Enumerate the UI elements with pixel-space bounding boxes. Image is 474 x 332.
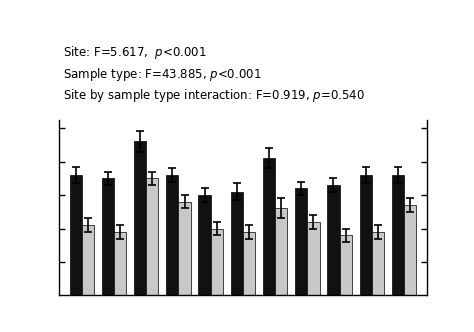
- Bar: [211, 228, 223, 295]
- Bar: [231, 192, 243, 295]
- Bar: [70, 175, 82, 295]
- Bar: [82, 225, 94, 295]
- Bar: [134, 141, 146, 295]
- Bar: [339, 235, 352, 295]
- Text: Site: F=5.617,  $p$<0.001
Sample type: F=43.885, $p$<0.001
Site by sample type i: Site: F=5.617, $p$<0.001 Sample type: F=…: [63, 44, 365, 105]
- Bar: [146, 178, 158, 295]
- Bar: [114, 232, 126, 295]
- Bar: [102, 178, 114, 295]
- Bar: [199, 195, 211, 295]
- Bar: [295, 188, 307, 295]
- Bar: [404, 205, 416, 295]
- Bar: [243, 232, 255, 295]
- Bar: [392, 175, 404, 295]
- Bar: [263, 158, 275, 295]
- Bar: [328, 185, 339, 295]
- Bar: [179, 202, 191, 295]
- Bar: [275, 208, 287, 295]
- Bar: [307, 222, 319, 295]
- Bar: [166, 175, 179, 295]
- Bar: [372, 232, 384, 295]
- Bar: [360, 175, 372, 295]
